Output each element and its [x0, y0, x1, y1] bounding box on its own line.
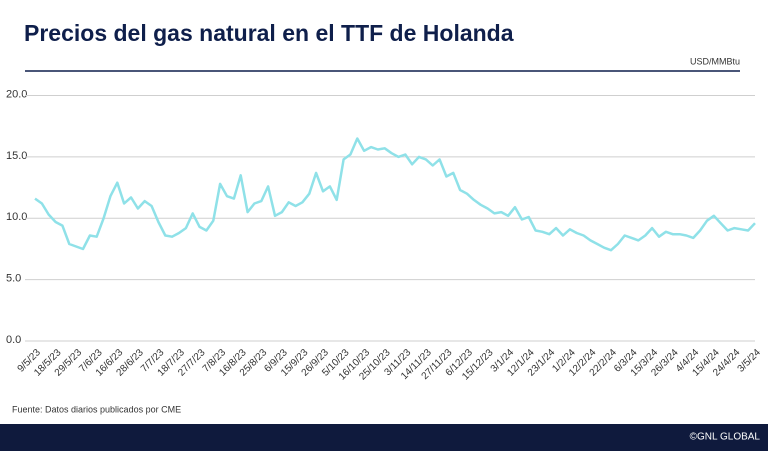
y-tick-label: 20.0 [6, 88, 27, 100]
footer: ©GNL GLOBAL [690, 432, 761, 443]
y-tick-label: 10.0 [6, 211, 27, 223]
y-tick-label: 15.0 [6, 150, 27, 162]
source: Fuente: Datos diarios publicados por CME [12, 404, 181, 414]
chart-title: Precios del gas natural en el TTF de Hol… [24, 20, 514, 46]
line-series [34, 137, 756, 252]
y-tick-label: 0.0 [6, 334, 21, 346]
footer-bar [0, 424, 768, 451]
unit-label: USD/MMBtu [690, 56, 740, 66]
y-tick-label: 5.0 [6, 273, 21, 285]
x-tick-label: 3/5/24 [736, 347, 764, 375]
